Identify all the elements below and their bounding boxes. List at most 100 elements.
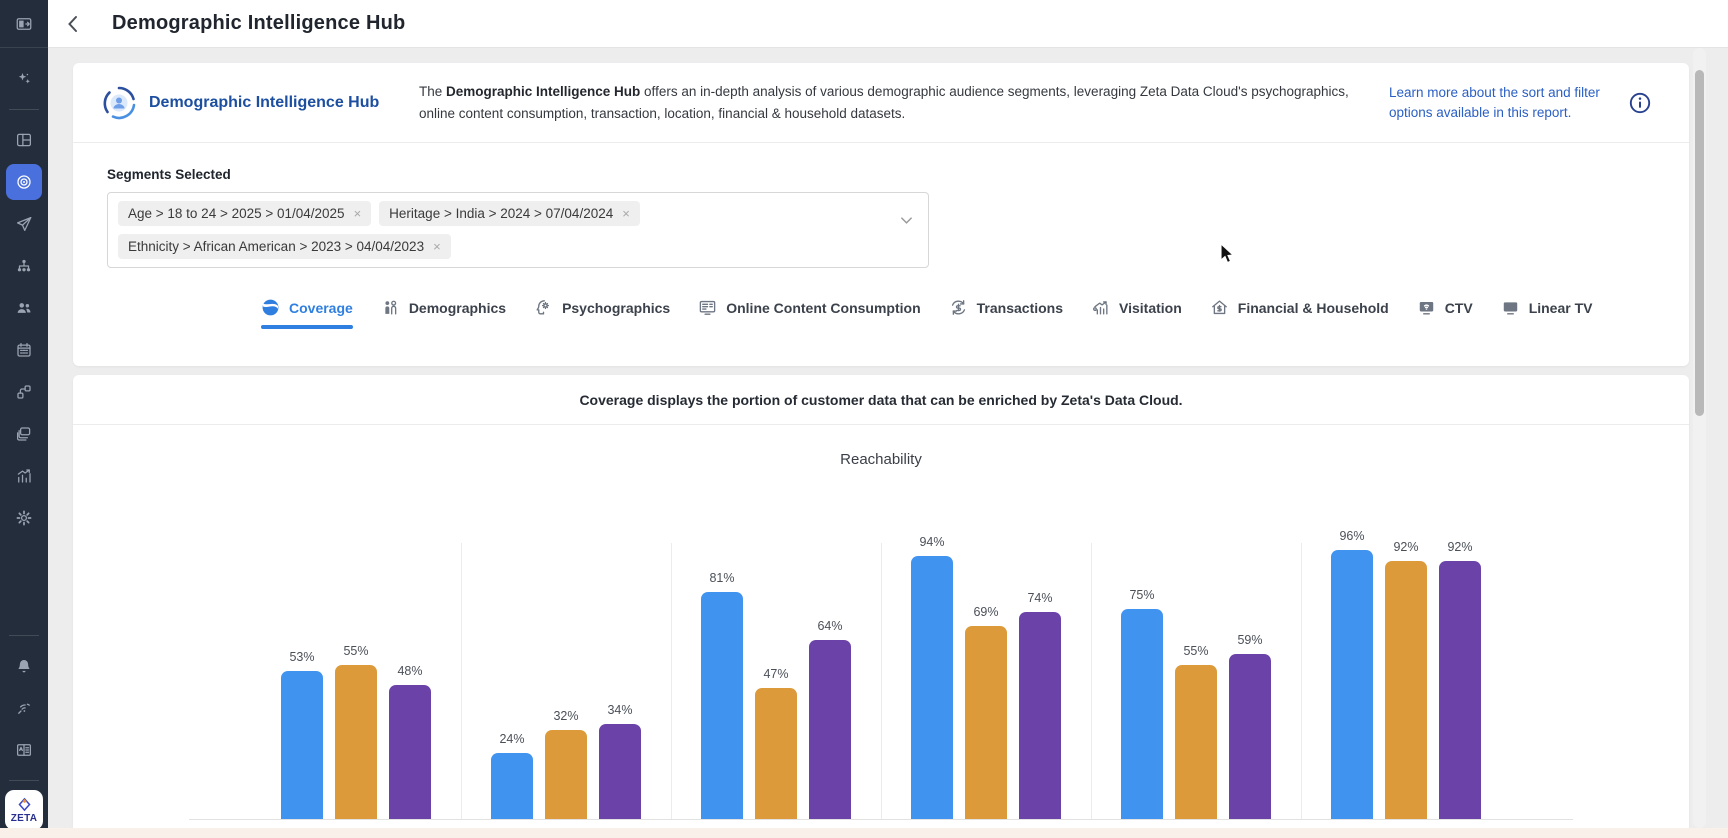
coverage-icon [261,298,280,317]
tab-psychographics[interactable]: Psychographics [534,298,670,329]
bar-segment-1-blue[interactable] [491,753,533,820]
hub-card: Demographic Intelligence Hub The Demogra… [73,63,1689,366]
bar-cell: 55% [1175,644,1217,820]
remove-chip-icon[interactable]: × [433,239,441,254]
chevron-down-icon[interactable] [899,213,914,228]
sidebar-item-signal-icon[interactable] [6,690,42,726]
bar-segment-3-purple[interactable] [599,724,641,820]
sidebar-item-send-icon[interactable] [6,206,42,242]
sidebar-item-audience-icon[interactable] [6,290,42,326]
segments-multiselect[interactable]: Age > 18 to 24 > 2025 > 01/04/2025 × Herit… [107,192,929,268]
sidebar-top-section [0,0,48,48]
sidebar-item-notifications-bell-icon[interactable] [6,648,42,684]
bar-value-label: 47% [763,667,789,681]
sidebar-divider [9,109,39,110]
tab-ctv[interactable]: CTV [1417,298,1473,329]
bar-cell: 69% [965,605,1007,820]
chevron-left-icon [67,15,77,32]
bar-value-label: 24% [499,732,525,746]
sidebar: ZETA [0,0,48,838]
tab-linear-tv[interactable]: Linear TV [1501,298,1592,329]
chart-group: 53% 55% 48% [251,484,461,820]
dashboard-icon [15,131,33,149]
sidebar-item-knowledge-book-icon[interactable] [6,732,42,768]
bar-segment-2-orange[interactable] [545,730,587,820]
segment-chip-label: Heritage > India > 2024 > 07/04/2024 [389,206,614,221]
bar-cell: 34% [599,703,641,820]
info-button[interactable] [1617,92,1663,114]
bar-segment-1-blue[interactable] [281,671,323,820]
ai-sparkles-icon [15,70,33,88]
segment-chip-label: Age > 18 to 24 > 2025 > 01/04/2025 [128,206,345,221]
coverage-card: Coverage displays the portion of custome… [73,375,1689,828]
tab-financial-household[interactable]: Financial & Household [1210,298,1389,329]
tab-transactions[interactable]: Transactions [949,298,1063,329]
bar-value-label: 92% [1447,540,1473,554]
knowledge-book-icon [15,741,33,759]
bar-cell: 32% [545,709,587,820]
sidebar-item-dashboard-icon[interactable] [6,122,42,158]
bar-cell: 81% [701,571,743,820]
back-button[interactable] [52,0,92,48]
bar-segment-1-blue[interactable] [1331,550,1373,820]
sidebar-item-calendar-icon[interactable] [6,332,42,368]
hub-description: The Demographic Intelligence Hub offers … [419,83,1349,121]
bar-cell: 55% [335,644,377,820]
hub-brand: Demographic Intelligence Hub [101,85,419,121]
sidebar-item-panel-toggle-icon[interactable] [6,6,42,42]
chart-plot: 53% 55% 48% 24% 32% 34% 81% 47% 64% 94% 69% 74% 75% 5… [189,484,1573,820]
zeta-logo-text: ZETA [10,812,38,824]
tab-label: Psychographics [562,299,671,316]
bar-cell: 96% [1331,529,1373,820]
bar-cell: 92% [1439,540,1481,820]
bar-value-label: 92% [1393,540,1419,554]
online-content-icon [698,298,717,317]
page-title: Demographic Intelligence Hub [112,12,406,34]
tab-visitation[interactable]: Visitation [1091,298,1182,329]
bar-segment-2-orange[interactable] [335,665,377,820]
bar-segment-1-blue[interactable] [1121,609,1163,820]
report-tabs: Coverage Demographics Psychographics Online… [261,298,1689,329]
bar-value-label: 94% [919,535,945,549]
tab-online-content-consumption[interactable]: Online Content Consumption [698,298,921,329]
linear-tv-icon [1501,298,1520,317]
tab-demographics[interactable]: Demographics [381,298,506,329]
info-icon [1629,92,1651,113]
tab-coverage[interactable]: Coverage [261,298,353,329]
learn-more-link[interactable]: Learn more about the sort and filter opt… [1389,84,1600,120]
demographics-icon [381,298,400,317]
remove-chip-icon[interactable]: × [622,206,630,221]
bar-segment-2-orange[interactable] [755,688,797,820]
sidebar-item-target-icon[interactable] [6,164,42,200]
bar-segment-3-purple[interactable] [389,685,431,820]
bar-cell: 53% [281,650,323,820]
bar-value-label: 53% [289,650,315,664]
bar-segment-3-purple[interactable] [1439,561,1481,820]
top-header: Demographic Intelligence Hub [48,0,1728,48]
bar-segment-1-blue[interactable] [701,592,743,820]
financial-household-icon [1210,298,1229,317]
sidebar-item-analytics-icon[interactable] [6,458,42,494]
panel-toggle-icon [15,15,33,33]
bar-segment-3-purple[interactable] [809,640,851,820]
chart-group: 94% 69% 74% [881,484,1091,820]
bar-segment-2-orange[interactable] [965,626,1007,820]
sidebar-item-ai-sparkles-icon[interactable] [6,61,42,97]
bar-value-label: 81% [709,571,735,585]
bar-segment-2-orange[interactable] [1385,561,1427,820]
remove-chip-icon[interactable]: × [353,206,362,221]
sidebar-item-layers-icon[interactable] [6,416,42,452]
vertical-scrollbar-track[interactable] [1693,48,1706,828]
bar-segment-3-purple[interactable] [1229,654,1271,820]
bar-segment-3-purple[interactable] [1019,612,1061,820]
zeta-logo[interactable]: ZETA [5,790,43,830]
sidebar-item-settings-gear-icon[interactable] [6,500,42,536]
bar-segment-1-blue[interactable] [911,556,953,820]
vertical-scrollbar-thumb[interactable] [1695,70,1704,416]
bar-cell: 74% [1019,591,1061,820]
sidebar-item-hierarchy-icon[interactable] [6,248,42,284]
bar-segment-2-orange[interactable] [1175,665,1217,820]
calendar-icon [15,341,33,359]
sidebar-item-workflow-icon[interactable] [6,374,42,410]
psychographics-icon [534,298,553,317]
